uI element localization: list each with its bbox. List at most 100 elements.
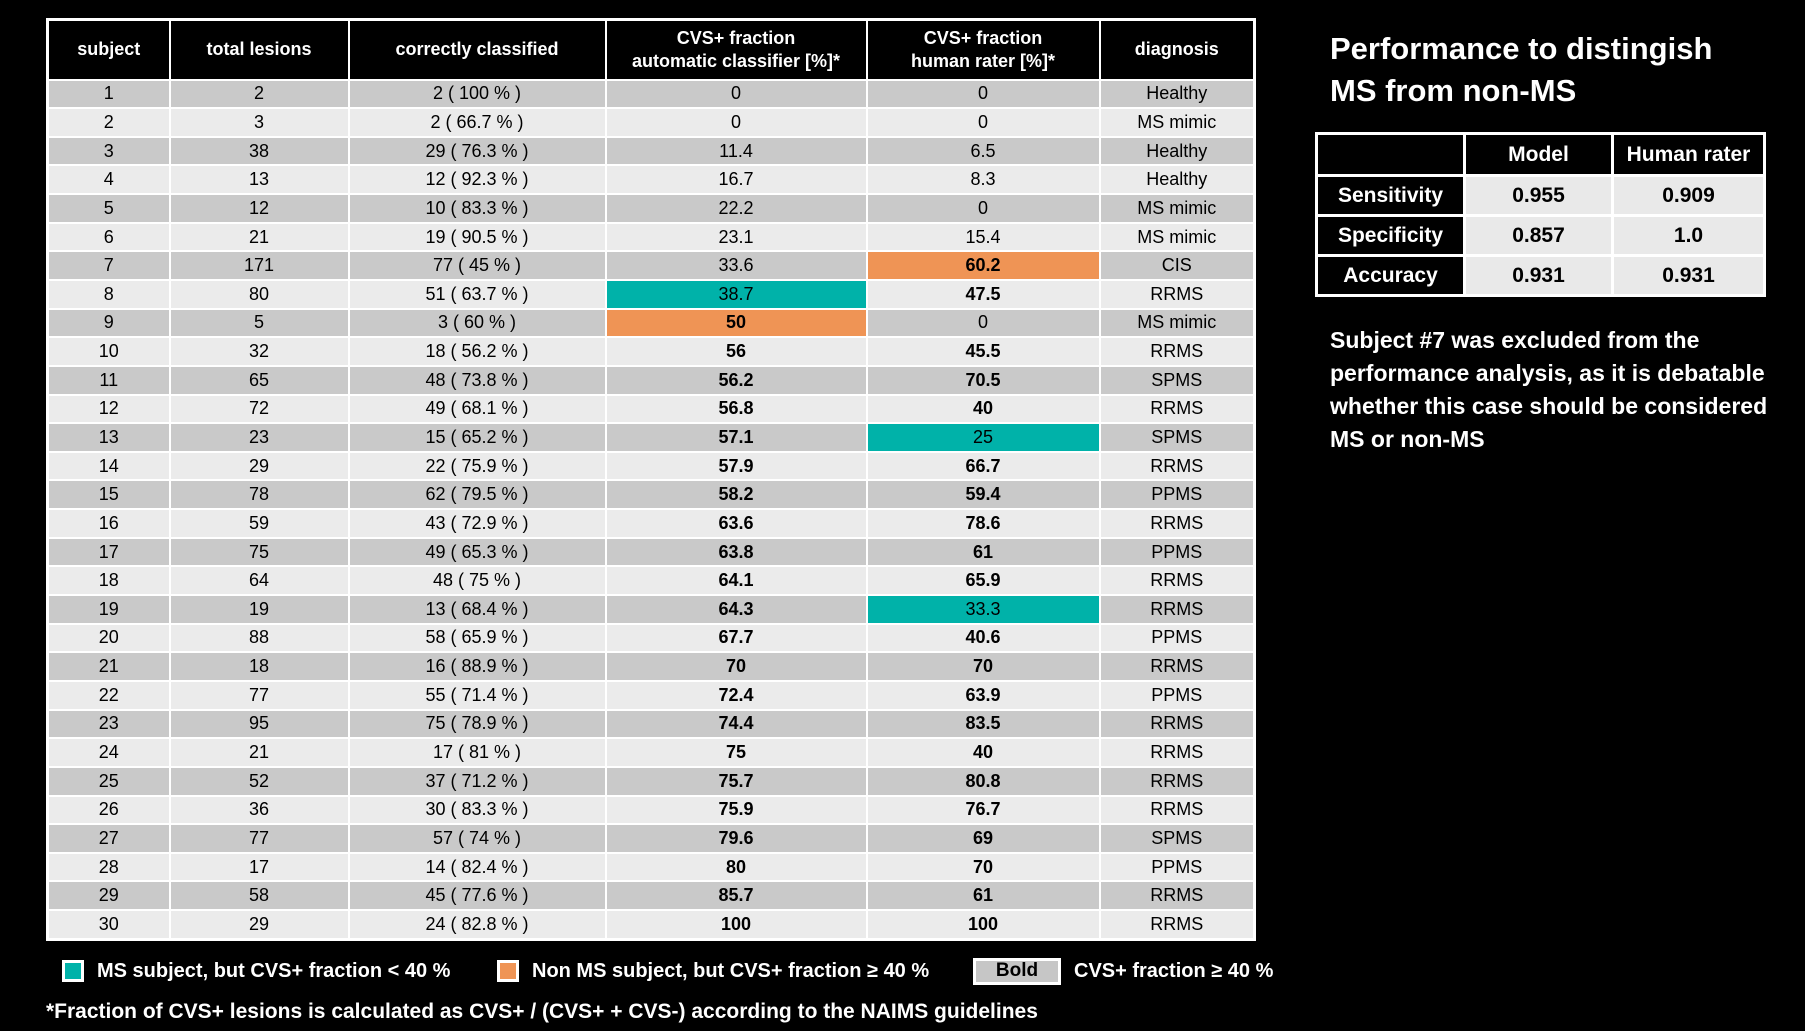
auto-classifier-cell: 0 <box>604 78 868 110</box>
diagnosis-cell: RRMS <box>1098 708 1256 740</box>
footnote: *Fraction of CVS+ lesions is calculated … <box>46 1000 1038 1023</box>
column-header-subject: subject <box>46 18 171 81</box>
human-rater-cell: 80.8 <box>865 765 1101 797</box>
total-lesions-cell: 23 <box>168 422 350 453</box>
diagnosis-cell: RRMS <box>1098 594 1256 625</box>
legend-label-bold: CVS+ fraction ≥ 40 % <box>1074 959 1274 982</box>
legend-label-ms-low: MS subject, but CVS+ fraction < 40 % <box>97 959 451 982</box>
total-lesions-cell: 21 <box>168 221 350 253</box>
correctly-classified-cell: 12 ( 92.3 % ) <box>347 164 607 196</box>
total-lesions-cell: 72 <box>168 393 350 425</box>
column-header-human-rater: CVS+ fraction human rater [%]* <box>865 18 1101 81</box>
auto-classifier-cell: 100 <box>604 909 868 941</box>
auto-classifier-cell: 64.3 <box>604 594 868 625</box>
total-lesions-cell: 13 <box>168 164 350 196</box>
total-lesions-cell: 52 <box>168 765 350 797</box>
auto-classifier-cell: 75.9 <box>604 794 868 826</box>
human-rater-cell: 61 <box>865 880 1101 912</box>
total-lesions-cell: 78 <box>168 479 350 511</box>
total-lesions-cell: 59 <box>168 508 350 539</box>
table-row: 15 78 62 ( 79.5 % ) 58.2 59.4 PPMS <box>46 479 1256 511</box>
performance-table-body: Sensitivity 0.955 0.909 Specificity 0.857 1.0… <box>1315 174 1766 297</box>
human-rater-cell: 83.5 <box>865 708 1101 740</box>
performance-table-header: Model Human rater <box>1315 132 1766 177</box>
auto-classifier-cell: 75 <box>604 737 868 768</box>
diagnosis-cell: Healthy <box>1098 164 1256 196</box>
human-rater-cell: 0 <box>865 193 1101 224</box>
subject-cell: 29 <box>46 880 171 912</box>
table-row: 19 19 13 ( 68.4 % ) 64.3 33.3 RRMS <box>46 594 1256 625</box>
human-rater-cell: 65.9 <box>865 565 1101 597</box>
table-row: 27 77 57 ( 74 % ) 79.6 69 SPMS <box>46 823 1256 854</box>
table-row: 21 18 16 ( 88.9 % ) 70 70 RRMS <box>46 651 1256 682</box>
auto-classifier-cell: 38.7 <box>604 278 868 310</box>
model-value: 0.931 <box>1463 254 1614 297</box>
total-lesions-cell: 58 <box>168 880 350 912</box>
correctly-classified-cell: 2 ( 66.7 % ) <box>347 107 607 138</box>
table-row: 29 58 45 ( 77.6 % ) 85.7 61 RRMS <box>46 880 1256 912</box>
total-lesions-cell: 17 <box>168 851 350 883</box>
auto-classifier-cell: 22.2 <box>604 193 868 224</box>
table-row: 18 64 48 ( 75 % ) 64.1 65.9 RRMS <box>46 565 1256 597</box>
total-lesions-cell: 171 <box>168 250 350 281</box>
diagnosis-cell: RRMS <box>1098 651 1256 682</box>
total-lesions-cell: 80 <box>168 278 350 310</box>
correctly-classified-cell: 55 ( 71.4 % ) <box>347 679 607 711</box>
auto-classifier-cell: 56.8 <box>604 393 868 425</box>
diagnosis-cell: SPMS <box>1098 364 1256 396</box>
diagnosis-cell: Healthy <box>1098 135 1256 167</box>
diagnosis-cell: RRMS <box>1098 336 1256 367</box>
auto-classifier-cell: 63.6 <box>604 508 868 539</box>
human-rater-cell: 60.2 <box>865 250 1101 281</box>
table-row: 30 29 24 ( 82.8 % ) 100 100 RRMS <box>46 909 1256 941</box>
auto-classifier-cell: 23.1 <box>604 221 868 253</box>
total-lesions-cell: 2 <box>168 78 350 110</box>
correctly-classified-cell: 29 ( 76.3 % ) <box>347 135 607 167</box>
diagnosis-cell: RRMS <box>1098 393 1256 425</box>
human-rater-cell: 45.5 <box>865 336 1101 367</box>
auto-classifier-cell: 16.7 <box>604 164 868 196</box>
model-value: 0.857 <box>1463 214 1614 257</box>
diagnosis-cell: CIS <box>1098 250 1256 281</box>
correctly-classified-cell: 15 ( 65.2 % ) <box>347 422 607 453</box>
correctly-classified-cell: 48 ( 75 % ) <box>347 565 607 597</box>
auto-classifier-cell: 74.4 <box>604 708 868 740</box>
human-rater-cell: 100 <box>865 909 1101 941</box>
diagnosis-cell: PPMS <box>1098 851 1256 883</box>
subject-cell: 23 <box>46 708 171 740</box>
legend-label-nonms-high: Non MS subject, but CVS+ fraction ≥ 40 % <box>532 959 930 982</box>
correctly-classified-cell: 14 ( 82.4 % ) <box>347 851 607 883</box>
subject-cell: 5 <box>46 193 171 224</box>
diagnosis-cell: MS mimic <box>1098 107 1256 138</box>
auto-classifier-cell: 67.7 <box>604 622 868 654</box>
table-row: 28 17 14 ( 82.4 % ) 80 70 PPMS <box>46 851 1256 883</box>
human-rater-value: 0.931 <box>1611 254 1766 297</box>
total-lesions-cell: 95 <box>168 708 350 740</box>
subject-cell: 18 <box>46 565 171 597</box>
column-header-human-rater-perf: Human rater <box>1611 132 1766 177</box>
bold-box: Bold <box>973 957 1061 985</box>
table-row: 22 77 55 ( 71.4 % ) 72.4 63.9 PPMS <box>46 679 1256 711</box>
human-rater-value: 0.909 <box>1611 174 1766 217</box>
auto-classifier-cell: 58.2 <box>604 479 868 511</box>
subject-table-header: subject total lesions correctly classifi… <box>46 18 1256 81</box>
subject-cell: 27 <box>46 823 171 854</box>
total-lesions-cell: 75 <box>168 536 350 568</box>
subject-cell: 13 <box>46 422 171 453</box>
total-lesions-cell: 5 <box>168 307 350 339</box>
legend-item-nonms-high: Non MS subject, but CVS+ fraction ≥ 40 % <box>497 956 929 986</box>
subject-cell: 7 <box>46 250 171 281</box>
correctly-classified-cell: 37 ( 71.2 % ) <box>347 765 607 797</box>
diagnosis-cell: RRMS <box>1098 450 1256 482</box>
correctly-classified-cell: 45 ( 77.6 % ) <box>347 880 607 912</box>
total-lesions-cell: 77 <box>168 679 350 711</box>
correctly-classified-cell: 22 ( 75.9 % ) <box>347 450 607 482</box>
diagnosis-cell: RRMS <box>1098 508 1256 539</box>
total-lesions-cell: 88 <box>168 622 350 654</box>
subject-cell: 25 <box>46 765 171 797</box>
human-rater-cell: 0 <box>865 107 1101 138</box>
human-rater-cell: 70 <box>865 651 1101 682</box>
